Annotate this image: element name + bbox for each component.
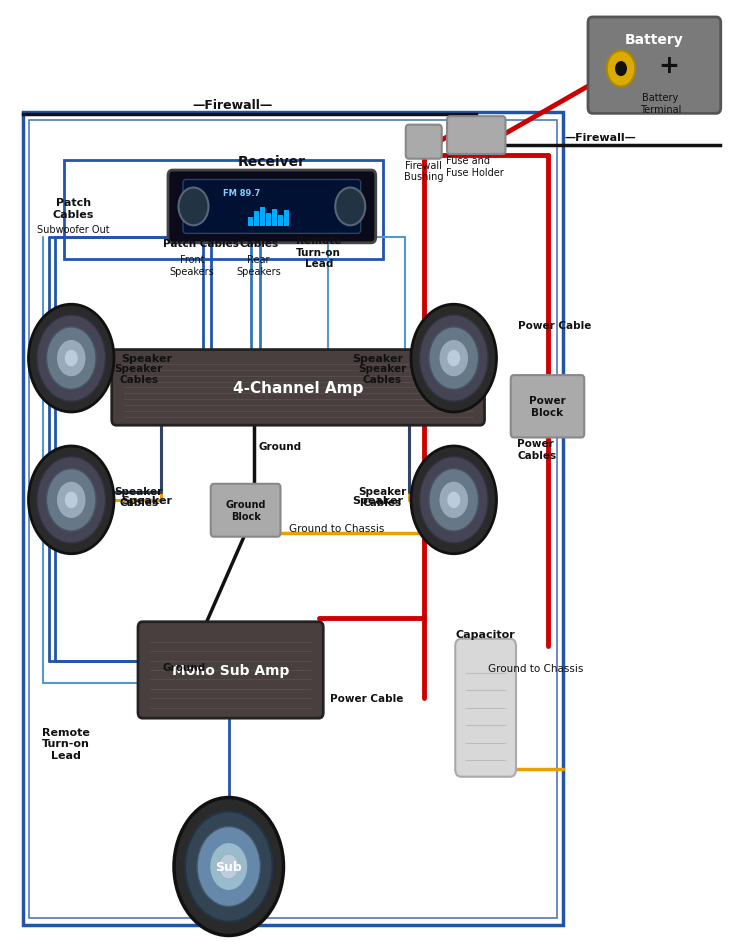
Circle shape	[209, 842, 248, 891]
Bar	[266, 214, 271, 227]
Text: Power Cable: Power Cable	[330, 693, 404, 703]
Text: —Firewall—: —Firewall—	[564, 132, 636, 143]
Circle shape	[28, 447, 114, 554]
Text: Speaker: Speaker	[352, 354, 404, 363]
Text: Ground to Chassis: Ground to Chassis	[488, 664, 583, 674]
Circle shape	[429, 469, 478, 531]
Text: Battery: Battery	[625, 33, 684, 47]
Circle shape	[419, 457, 488, 544]
Circle shape	[197, 827, 260, 906]
Bar	[260, 208, 265, 227]
Circle shape	[178, 189, 209, 227]
Text: Remote
Turn-on
Lead: Remote Turn-on Lead	[296, 236, 341, 269]
Text: Firewall
Bushing: Firewall Bushing	[404, 160, 443, 182]
Circle shape	[46, 469, 96, 531]
Circle shape	[411, 305, 497, 413]
Circle shape	[219, 854, 239, 879]
Circle shape	[411, 447, 497, 554]
Circle shape	[439, 481, 469, 519]
Circle shape	[28, 305, 114, 413]
Circle shape	[64, 350, 78, 367]
Bar	[284, 211, 289, 227]
Text: +: +	[658, 54, 680, 78]
FancyBboxPatch shape	[511, 376, 584, 438]
Circle shape	[64, 492, 78, 509]
Text: FM 89.7: FM 89.7	[224, 189, 261, 198]
Text: Patch
Cables: Patch Cables	[53, 198, 94, 220]
Text: Speaker
Cables: Speaker Cables	[115, 363, 163, 385]
Bar	[28, 121, 556, 918]
Text: —Firewall—: —Firewall—	[192, 98, 273, 111]
Bar	[64, 160, 382, 260]
Text: Ground
Block: Ground Block	[225, 500, 266, 521]
Bar	[278, 216, 283, 227]
Text: Ground to Chassis: Ground to Chassis	[289, 524, 384, 534]
Circle shape	[37, 457, 106, 544]
Text: Ground: Ground	[259, 442, 302, 452]
Text: Patch Cables: Patch Cables	[163, 239, 239, 249]
FancyBboxPatch shape	[588, 18, 721, 114]
Text: 4-Channel Amp: 4-Channel Amp	[233, 380, 363, 396]
FancyBboxPatch shape	[211, 484, 280, 537]
Bar	[248, 218, 253, 227]
Text: Fuse and
Fuse Holder: Fuse and Fuse Holder	[446, 156, 504, 177]
Circle shape	[56, 481, 86, 519]
Circle shape	[429, 328, 478, 390]
Text: Speaker: Speaker	[122, 354, 172, 363]
Circle shape	[46, 328, 96, 390]
Text: Subwoofer Out: Subwoofer Out	[38, 225, 109, 235]
FancyBboxPatch shape	[406, 126, 442, 160]
Text: Power
Cables: Power Cables	[518, 439, 556, 461]
Text: Receiver: Receiver	[238, 155, 306, 169]
Circle shape	[439, 340, 469, 378]
Circle shape	[185, 812, 272, 921]
Text: Cables: Cables	[239, 239, 278, 249]
Text: Speaker: Speaker	[352, 496, 404, 505]
FancyBboxPatch shape	[455, 639, 516, 777]
Bar	[272, 210, 277, 227]
Text: Speaker
Cables: Speaker Cables	[358, 363, 407, 385]
Circle shape	[56, 340, 86, 378]
Text: Power Cable: Power Cable	[518, 321, 591, 331]
FancyBboxPatch shape	[168, 171, 376, 244]
Text: Battery
Terminal: Battery Terminal	[640, 93, 681, 115]
FancyBboxPatch shape	[183, 180, 361, 234]
Circle shape	[419, 315, 488, 402]
FancyBboxPatch shape	[447, 117, 506, 155]
Text: Remote
Turn-on
Lead: Remote Turn-on Lead	[42, 727, 90, 760]
Bar	[22, 113, 562, 925]
Text: Mono Sub Amp: Mono Sub Amp	[172, 664, 290, 677]
Text: Front
Speakers: Front Speakers	[170, 255, 214, 277]
Circle shape	[607, 52, 635, 88]
Text: Capacitor: Capacitor	[456, 629, 515, 639]
Text: Sub: Sub	[215, 860, 242, 873]
FancyBboxPatch shape	[112, 350, 484, 426]
Circle shape	[174, 798, 284, 936]
Circle shape	[447, 492, 460, 509]
Text: Speaker
Cables: Speaker Cables	[358, 486, 407, 508]
Circle shape	[37, 315, 106, 402]
Text: Speaker: Speaker	[122, 496, 172, 505]
Text: Ground: Ground	[162, 663, 206, 673]
Text: Speaker
Cables: Speaker Cables	[115, 486, 163, 508]
Circle shape	[447, 350, 460, 367]
Text: Power
Block: Power Block	[530, 396, 566, 417]
Text: Rear
Speakers: Rear Speakers	[236, 255, 281, 277]
Circle shape	[615, 62, 627, 77]
Circle shape	[335, 189, 365, 227]
Bar	[254, 211, 259, 227]
FancyBboxPatch shape	[138, 622, 323, 718]
